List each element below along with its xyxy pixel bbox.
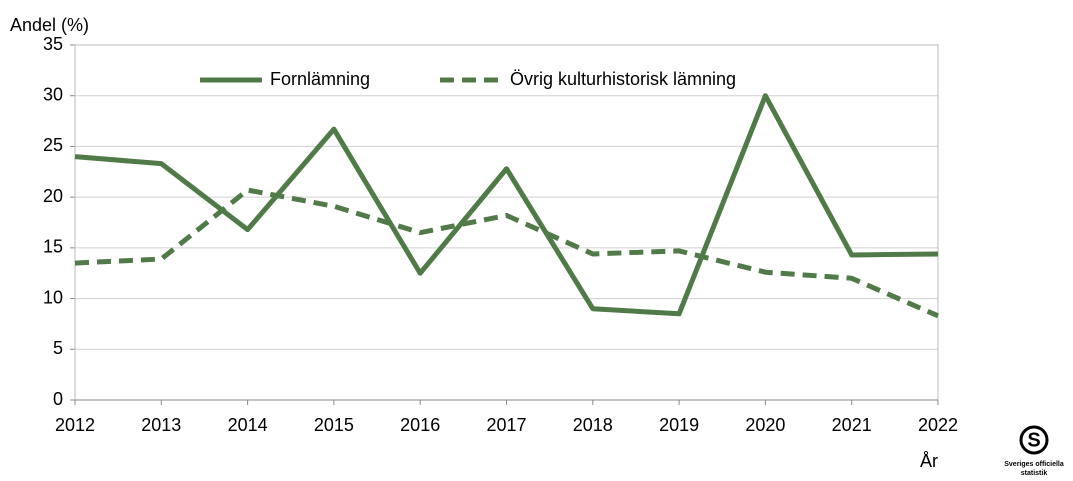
x-tick-label: 2014: [228, 415, 268, 435]
line-series: [74, 93, 939, 317]
legend-label: Övrig kulturhistorisk lämning: [510, 69, 736, 89]
x-tick-label: 2019: [659, 415, 699, 435]
logo-text: Sveriges officiella: [1004, 461, 1064, 468]
y-tick-label: 25: [43, 135, 63, 155]
logo-glyph: S: [1027, 429, 1040, 451]
x-tick-label: 2020: [745, 415, 785, 435]
y-axis-label: Andel (%): [10, 15, 89, 35]
x-tick-label: 2021: [832, 415, 872, 435]
line-series: [74, 187, 939, 319]
x-tick-label: 2022: [918, 415, 958, 435]
logo: S Sveriges officiella statistik: [1004, 425, 1064, 477]
y-tick-label: 35: [43, 34, 63, 54]
x-tick-label: 2013: [141, 415, 181, 435]
y-tick-label: 15: [43, 237, 63, 257]
x-tick-label: 2012: [55, 415, 95, 435]
x-tick-label: 2015: [314, 415, 354, 435]
x-axis-label: År: [920, 451, 938, 471]
x-tick-label: 2016: [400, 415, 440, 435]
y-tick-label: 10: [43, 287, 63, 307]
y-tick-label: 0: [53, 389, 63, 409]
y-tick-label: 30: [43, 84, 63, 104]
logo-text: statistik: [1021, 470, 1048, 477]
y-tick-label: 5: [53, 338, 63, 358]
x-tick-label: 2017: [486, 415, 526, 435]
logo-ring: [1019, 425, 1049, 455]
y-tick-label: 20: [43, 186, 63, 206]
x-tick-label: 2018: [573, 415, 613, 435]
legend-label: Fornlämning: [270, 69, 370, 89]
